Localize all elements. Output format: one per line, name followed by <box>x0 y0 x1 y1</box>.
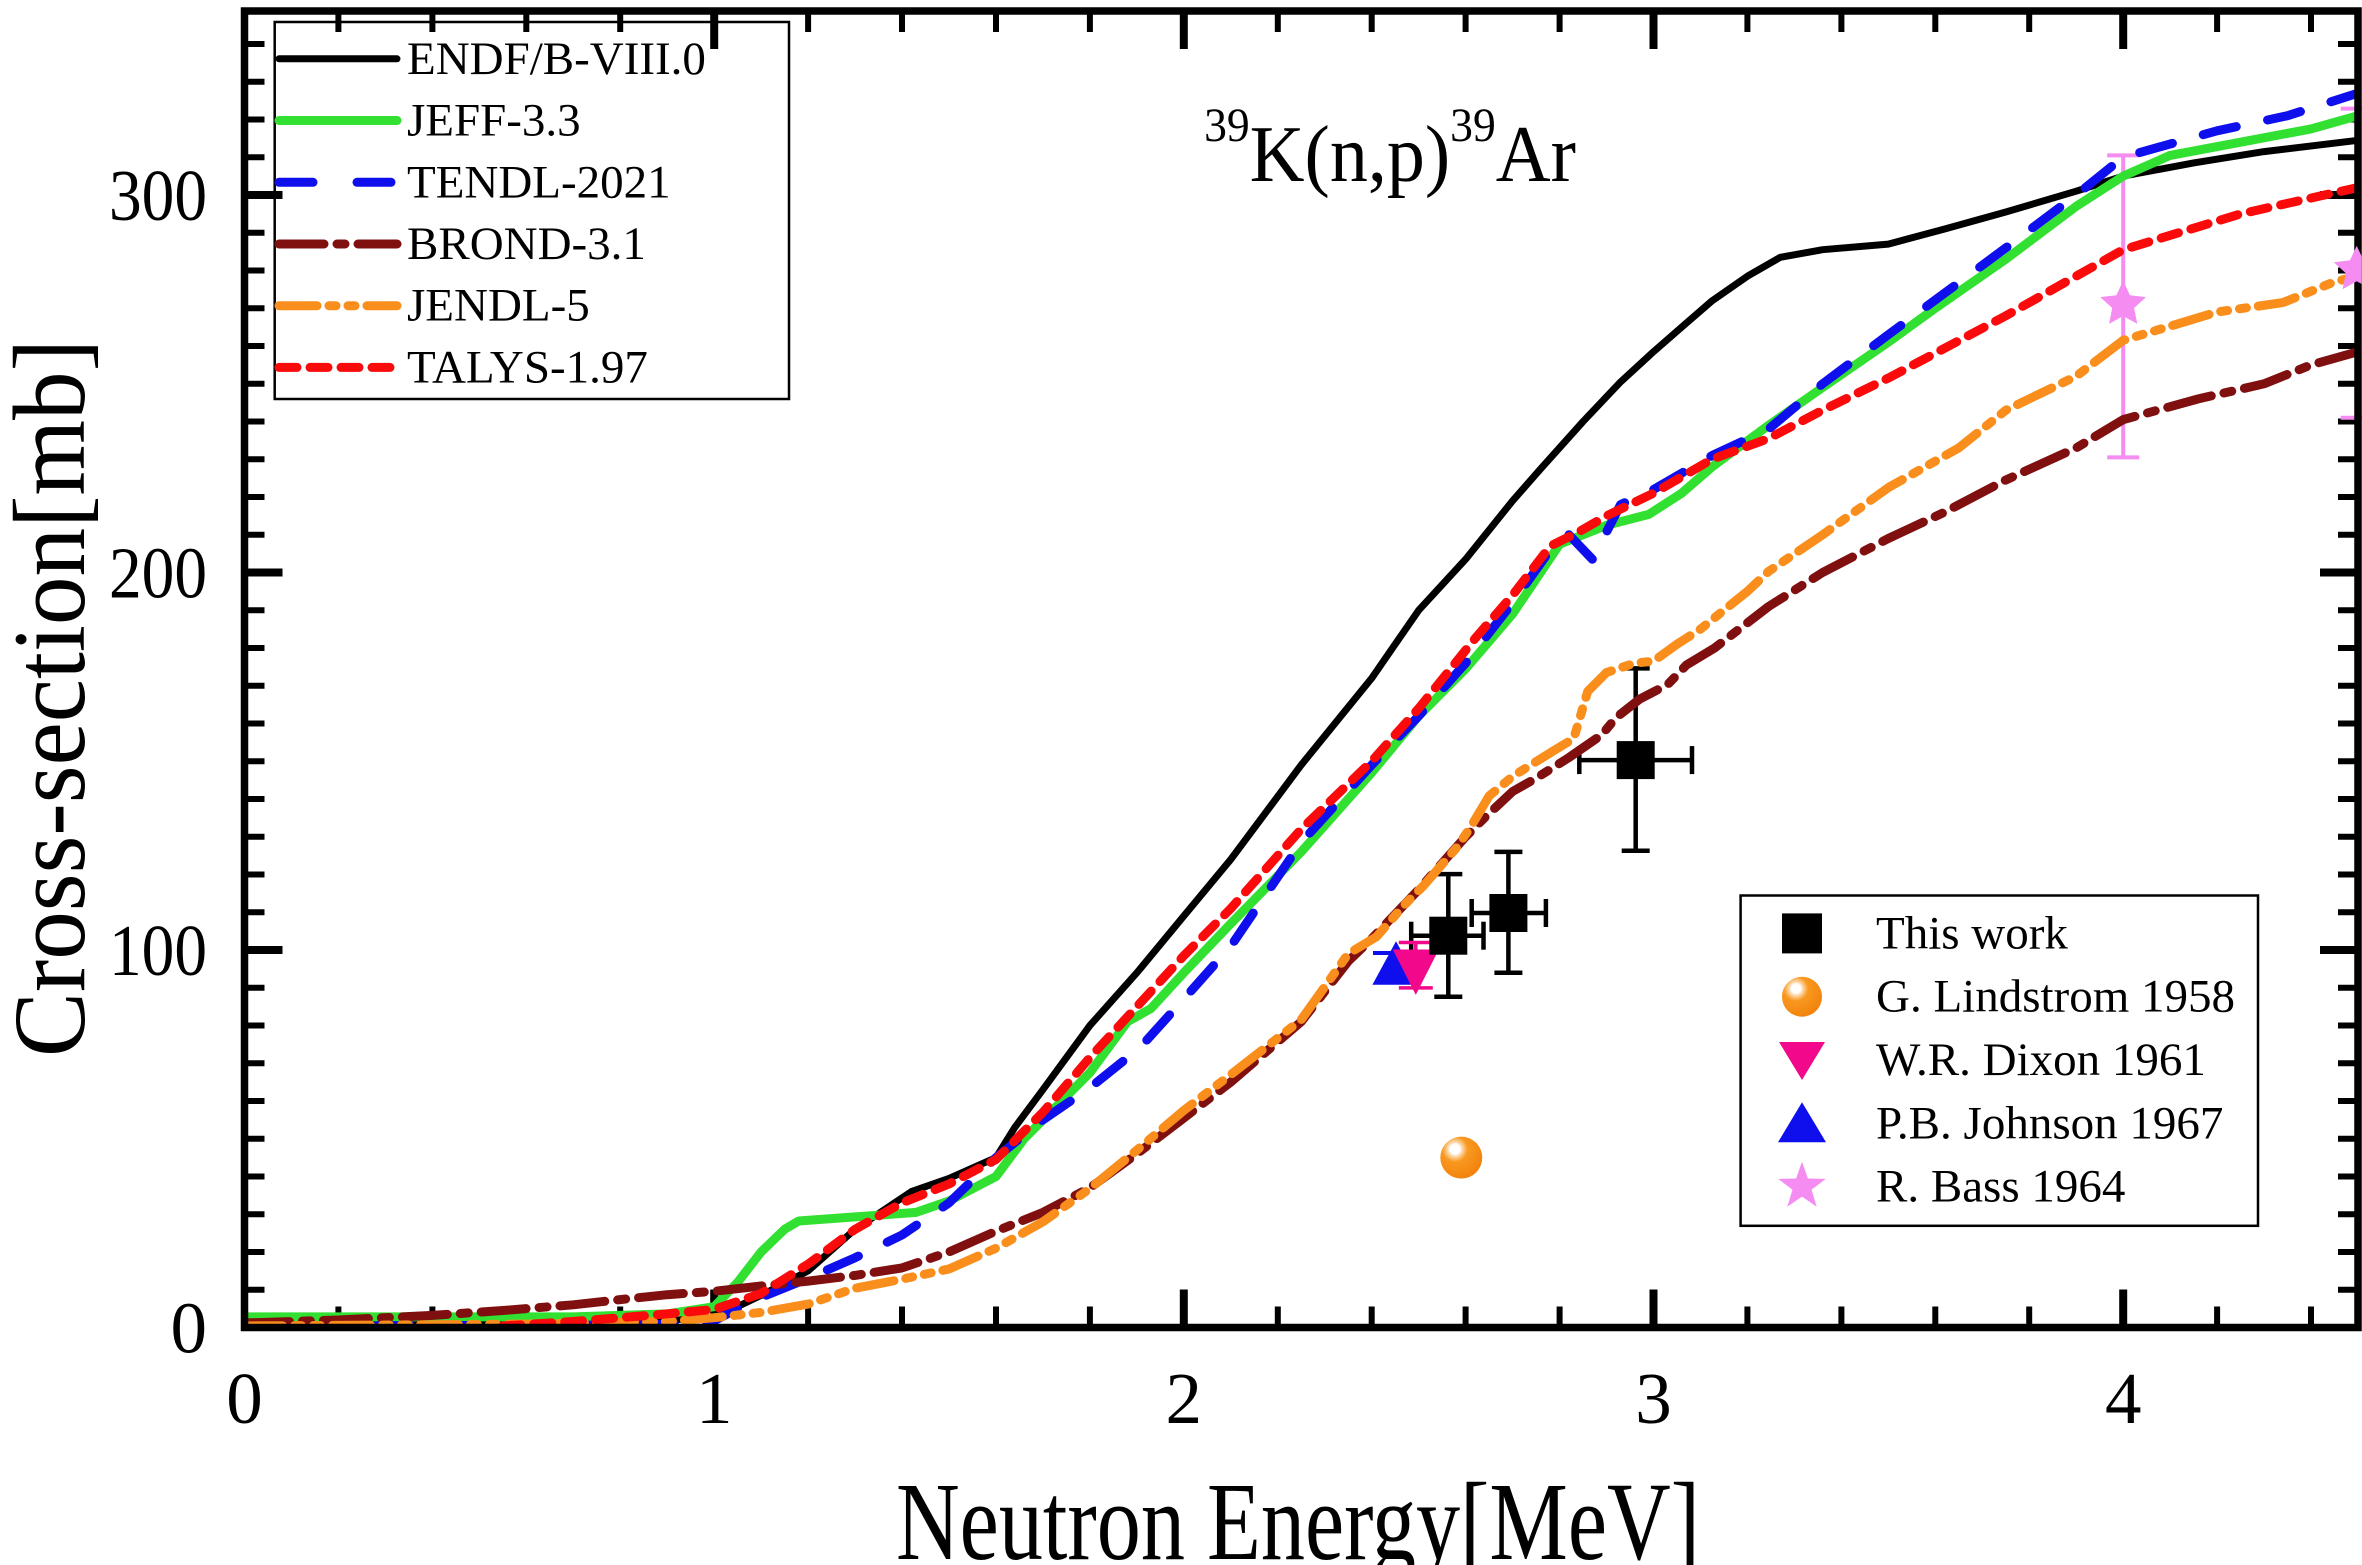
svg-text:39K(n,p)39Ar: 39K(n,p)39Ar <box>1204 99 1576 198</box>
svg-text:P.B. Johnson 1967: P.B. Johnson 1967 <box>1876 1097 2223 1149</box>
svg-text:JEFF-3.3: JEFF-3.3 <box>407 95 581 147</box>
svg-text:R. Bass 1964: R. Bass 1964 <box>1876 1161 2125 1213</box>
svg-text:Cross-section[mb]: Cross-section[mb] <box>0 339 107 1057</box>
svg-text:0: 0 <box>171 1288 208 1369</box>
svg-text:This work: This work <box>1876 907 2068 959</box>
svg-text:ENDF/B-VIII.0: ENDF/B-VIII.0 <box>407 33 706 85</box>
svg-text:300: 300 <box>109 155 207 236</box>
svg-text:100: 100 <box>109 910 207 991</box>
svg-text:200: 200 <box>109 533 207 614</box>
svg-text:BROND-3.1: BROND-3.1 <box>407 218 646 270</box>
svg-text:1: 1 <box>696 1358 733 1439</box>
svg-text:G. Lindstrom 1958: G. Lindstrom 1958 <box>1876 971 2235 1023</box>
svg-text:4: 4 <box>2105 1358 2142 1439</box>
svg-text:3: 3 <box>1635 1358 1672 1439</box>
svg-text:TENDL-2021: TENDL-2021 <box>407 156 671 208</box>
svg-text:TALYS-1.97: TALYS-1.97 <box>407 341 648 393</box>
svg-text:Neutron Energy[MeV]: Neutron Energy[MeV] <box>896 1461 1700 1565</box>
svg-text:2: 2 <box>1166 1358 1203 1439</box>
svg-text:JENDL-5: JENDL-5 <box>407 280 590 332</box>
svg-text:0: 0 <box>226 1358 263 1439</box>
svg-text:W.R. Dixon 1961: W.R. Dixon 1961 <box>1876 1034 2206 1086</box>
